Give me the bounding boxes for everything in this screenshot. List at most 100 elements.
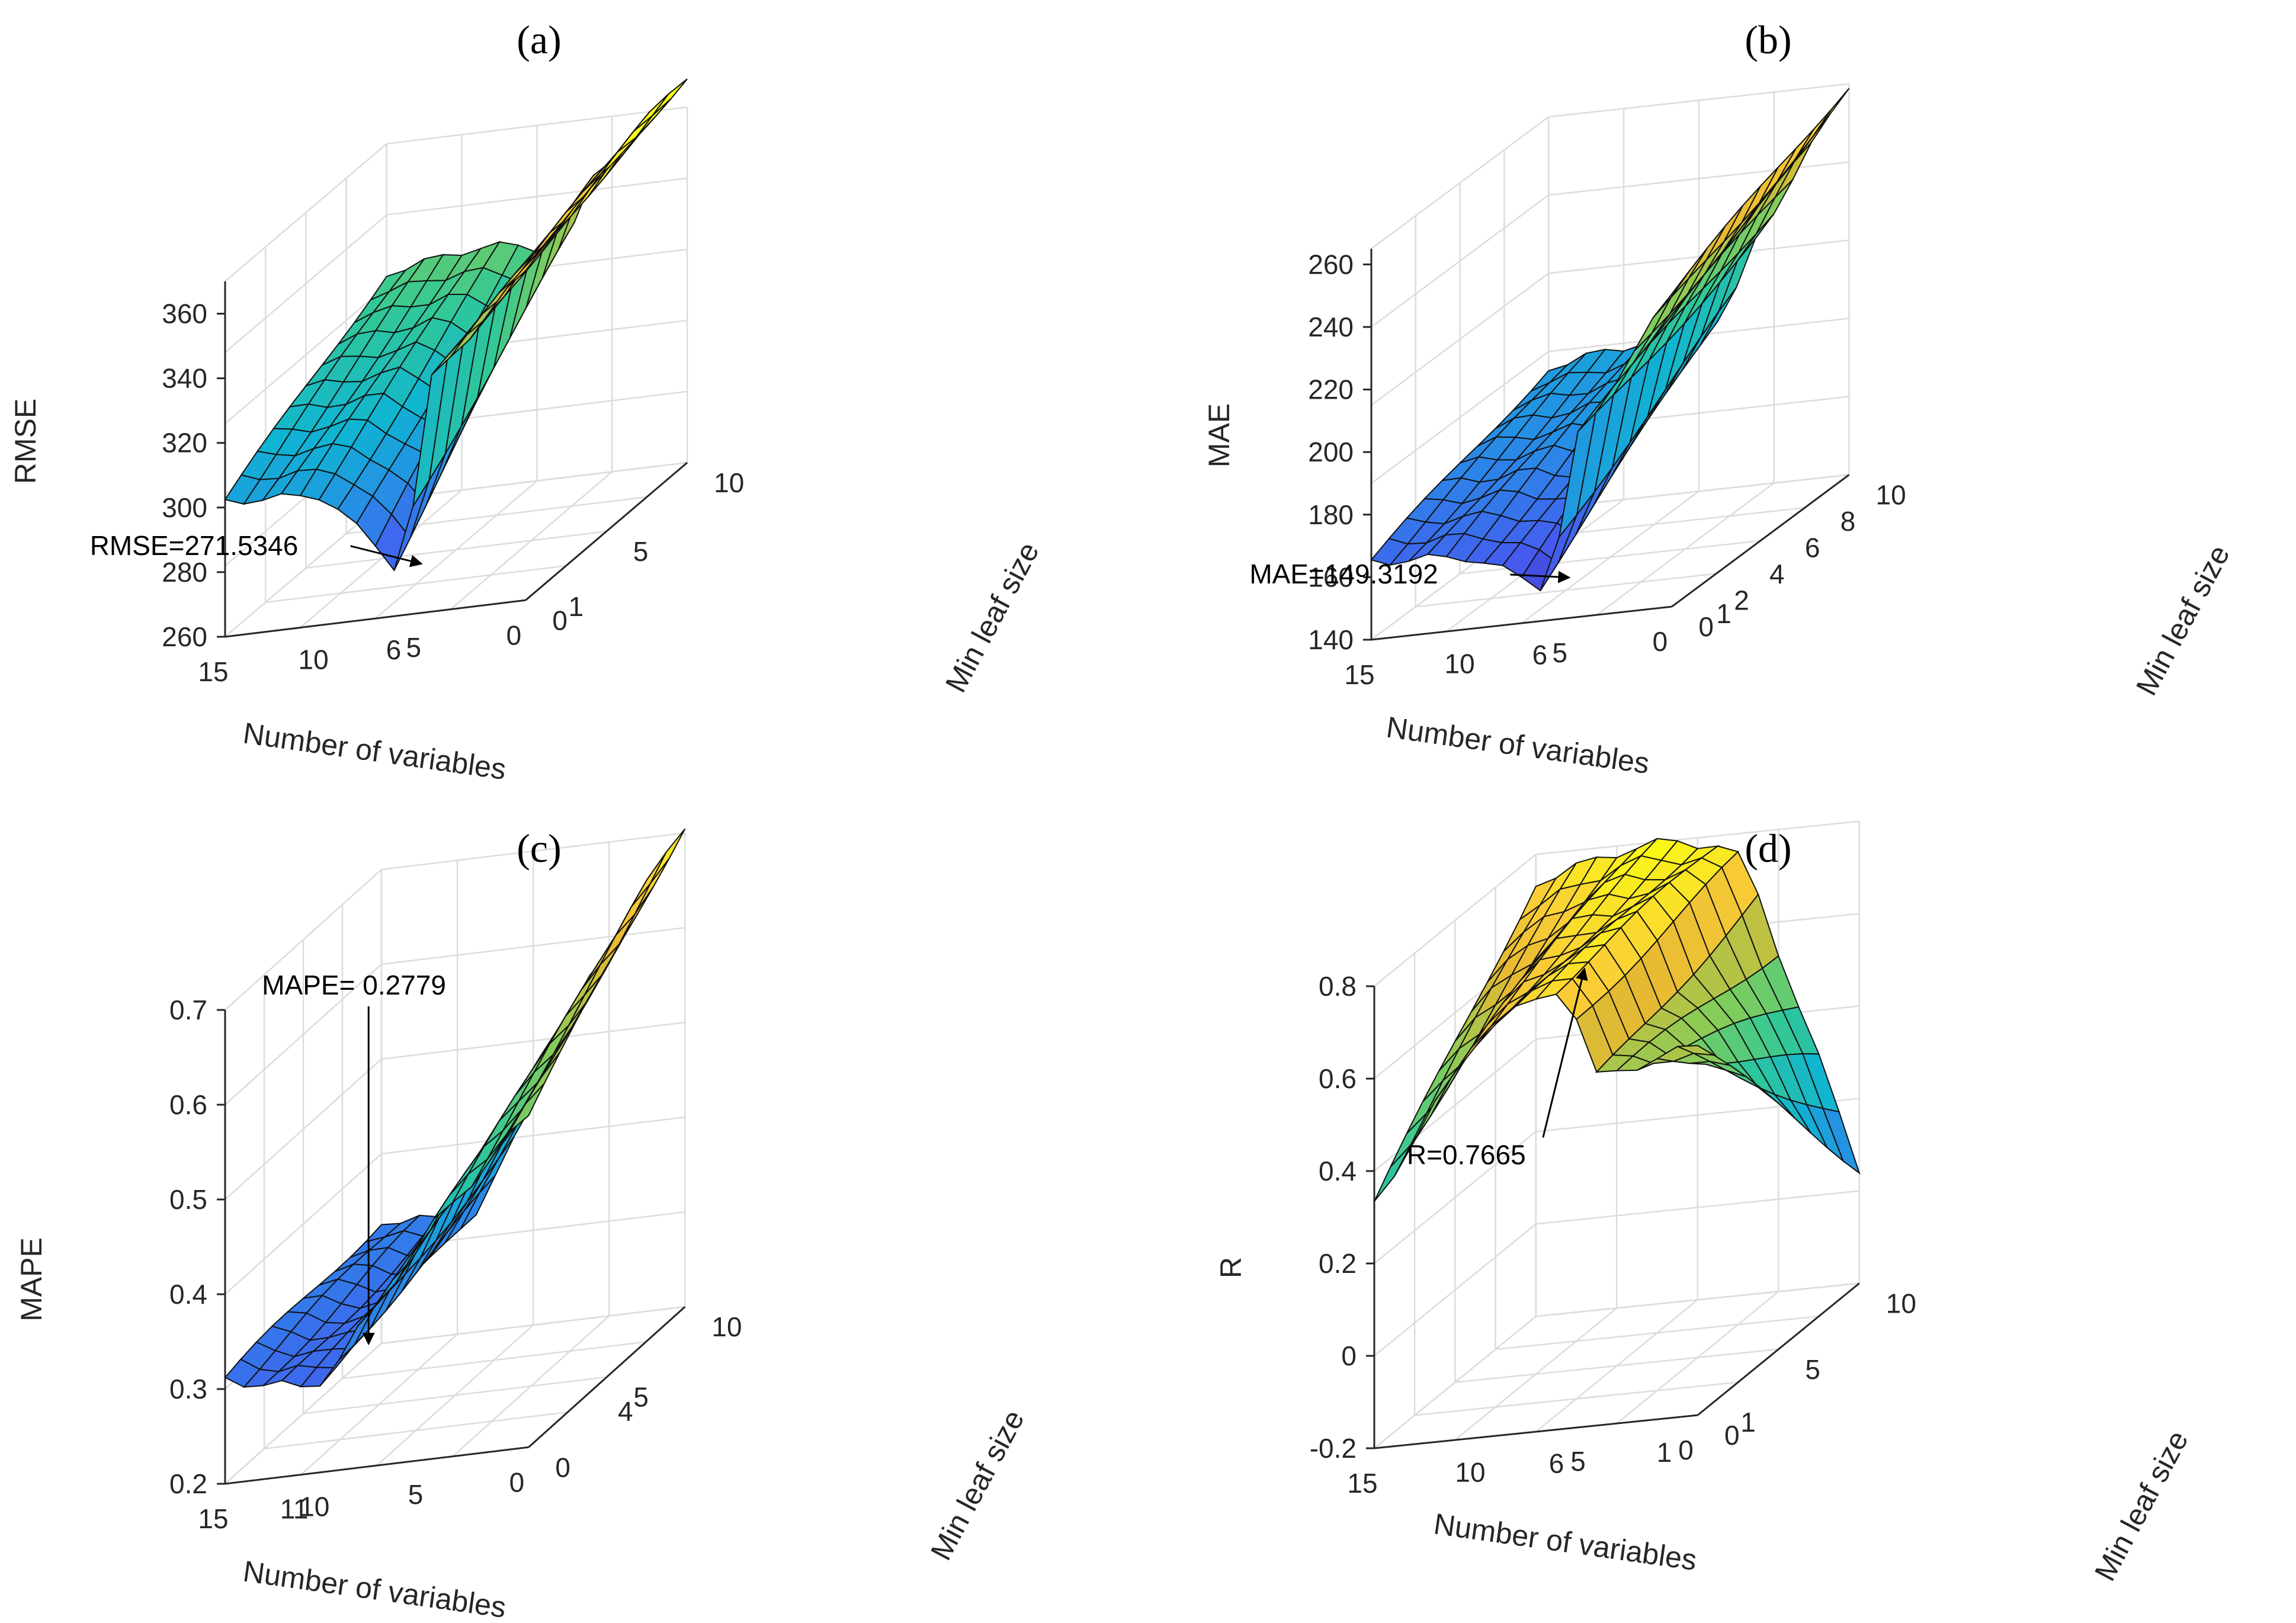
y-axis-title: Min leaf size [2130,540,2236,701]
x-tick-label: 5 [1570,1446,1586,1477]
y-tick-label: 4 [618,1396,633,1426]
z-tick-labels: 0.2 0.3 0.4 0.5 0.6 0.7 [169,995,225,1499]
panel-d: -0.200.20.40.60.815 10 6 5 1 0 0 1510(d)RNumber… [1214,820,2195,1586]
x-axis-title: Number of variables [241,716,508,786]
z-tick-label: 180 [1308,499,1354,530]
x-tick-label: 15 [1344,659,1374,690]
surface-facet [509,1083,545,1133]
x-tick-label: 15 [198,656,228,687]
surface [1374,838,1861,1202]
surface-facet [1374,1144,1412,1202]
annotation-text: MAE=149.3192 [1249,559,1438,589]
annotation-arrow [350,545,423,567]
z-tick-label: 0 [1341,1340,1357,1371]
z-tick-label: 280 [162,557,207,588]
annotation-text: R=0.7665 [1407,1139,1526,1170]
z-tick-label: 0.2 [169,1468,207,1499]
z-axis-title: MAPE [15,1237,48,1322]
z-tick-label: 340 [162,363,207,394]
y-tick-label: 0 [1698,611,1714,642]
x-tick-label: 10 [1445,648,1475,679]
y-tick-label: 10 [1886,1288,1916,1319]
surface [224,828,686,1388]
surface-facet [631,852,667,907]
surface-facet [599,914,636,966]
surface-facet [1652,270,1691,318]
y-tick-label: 1 [1716,598,1731,629]
x-tick-label: 6 [386,634,402,665]
x-axis-title: Number of variables [241,1554,508,1623]
z-tick-label: 0.3 [169,1374,207,1404]
z-tick-label: 0.7 [169,995,207,1025]
y-tick-label: 0 [552,605,567,636]
x-tick-label: 5 [408,1479,424,1510]
y-tick-label: 5 [633,1382,649,1413]
z-tick-label: 160 [1308,562,1354,592]
surface-facet [583,944,620,996]
surface [1370,88,1850,592]
y-tick-label: 8 [1840,506,1856,537]
extremum-annotation: RMSE=271.5346 [90,530,423,567]
z-tick-label: 0.5 [169,1184,207,1215]
y-tick-label: 0 [555,1452,570,1483]
z-tick-label: 320 [162,428,207,458]
z-tick-label: 300 [162,492,207,523]
z-tick-labels: -0.2 0 0.2 0.4 0.6 0.8 [1310,971,1374,1464]
z-tick-labels: 260 280 300 320 340 360 [162,299,225,652]
x-tick-label: 5 [406,632,421,663]
y-tick-label: 10 [714,467,744,498]
z-tick-label: 140 [1308,624,1354,655]
y-tick-label: 0 [1724,1420,1740,1451]
panel-label: (b) [1745,17,1791,62]
x-tick-label: 1 [1657,1437,1672,1468]
annotation-arrow [1510,570,1571,583]
x-axis-title: Number of variables [1384,710,1652,780]
z-tick-labels: 140 160 180 200 220 240 260 [1308,249,1371,655]
z-tick-label: 0.2 [1319,1248,1357,1279]
surface-facet [615,883,651,936]
y-tick-label: 10 [1876,480,1906,511]
z-tick-label: 220 [1308,374,1354,405]
z-tick-label: 0.4 [169,1279,207,1310]
z-tick-label: 0.8 [1319,971,1357,1002]
z-axis-title: R [1214,1257,1248,1278]
z-tick-label: 360 [162,299,207,329]
x-tick-label: 6 [1532,639,1548,670]
y-tick-label: 2 [1734,585,1749,616]
x-tick-label: 10 [1455,1457,1485,1487]
panel-label: (c) [517,826,561,871]
surface [224,78,688,572]
x-tick-labels: 15 10 6 5 0 [1344,626,1668,690]
x-axis-title: Number of variables [1432,1507,1699,1577]
extremum-annotation: MAE=149.3192 [1249,559,1571,589]
annotation-text: RMSE=271.5346 [90,530,299,561]
z-tick-label: 240 [1308,312,1354,342]
x-tick-label: 10 [299,1491,329,1522]
surface-facet [1794,109,1832,161]
panel-label: (a) [517,17,561,62]
extremum-annotation: R=0.7665 [1407,967,1588,1170]
panel-label: (d) [1745,826,1791,871]
y-tick-label: 1 [1740,1407,1756,1438]
surface-facet [1677,1045,1714,1056]
x-tick-label: 15 [1347,1468,1377,1499]
y-tick-label: 10 [711,1311,742,1342]
x-tick-label: 0 [506,620,522,650]
z-tick-label: 200 [1308,437,1354,467]
surface-facet [506,248,543,289]
z-tick-label: 0.4 [1319,1156,1357,1186]
axes-box [224,832,686,1485]
y-tick-label: 4 [1769,559,1785,589]
y-tick-labels: 0 1 5 10 [552,467,744,636]
y-tick-label: 5 [633,536,649,567]
annotation-text: MAPE= 0.2779 [262,970,446,1000]
y-tick-label: 5 [1805,1354,1820,1385]
z-tick-label: 260 [1308,249,1354,280]
y-tick-label: 6 [1805,533,1820,563]
z-tick-label: 260 [162,621,207,652]
